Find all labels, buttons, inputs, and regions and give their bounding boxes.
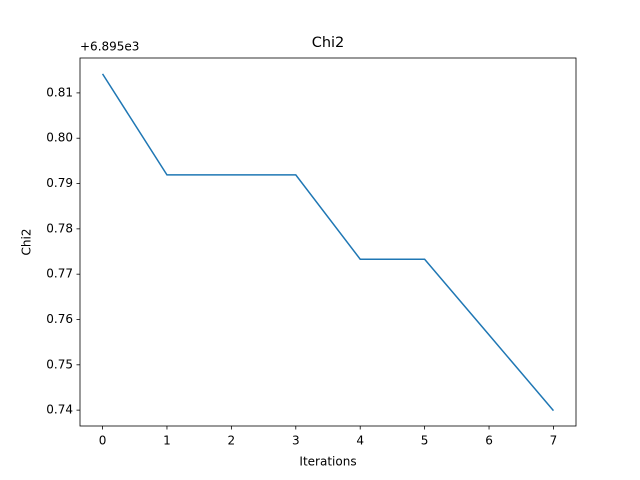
plot-frame [79,57,577,427]
x-tick-label: 4 [356,434,364,448]
line [101,73,555,412]
chart-title: Chi2 [312,35,345,51]
y-axis-label: Chi2 [20,229,34,256]
y-tick-label: 0.77 [46,267,73,281]
x-tick-label: 2 [228,434,236,448]
y-tick-label: 0.79 [46,176,73,190]
y-tick-label: 0.78 [46,221,73,235]
y-tick-label: 0.81 [46,85,73,99]
x-tick-label: 7 [550,434,558,448]
x-tick-label: 0 [99,434,107,448]
x-tick-label: 1 [163,434,171,448]
x-axis-label: Iterations [299,455,356,469]
y-tick-label: 0.74 [46,403,73,417]
x-tick-label: 5 [421,434,429,448]
y-tick-label: 0.75 [46,357,73,371]
x-tick-label: 3 [292,434,300,448]
y-tick-label: 0.76 [46,312,73,326]
y-tick-label: 0.80 [46,131,73,145]
y-offset-label: +6.895e3 [80,40,139,54]
x-tick-label: 6 [485,434,493,448]
